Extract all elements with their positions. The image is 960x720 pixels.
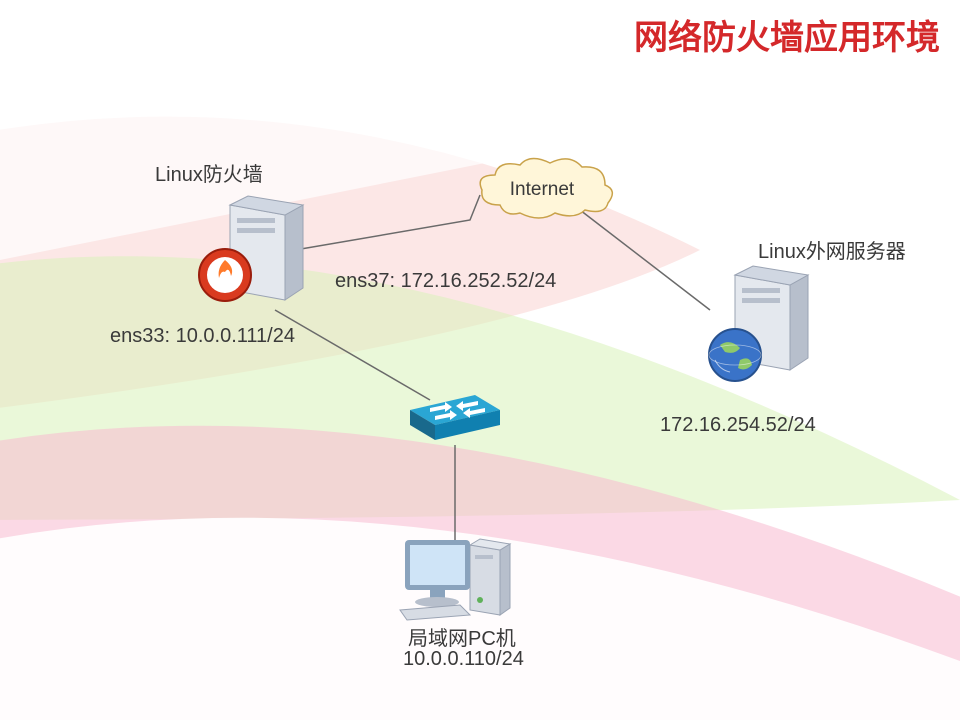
pc-ip-label: 10.0.0.110/24 [403,648,524,671]
ext-server-node [690,260,830,405]
firewall-title-label: Linux防火墙 [155,158,263,187]
pc-icon [395,520,525,630]
page-title: 网络防火墙应用环境 [634,10,940,59]
firewall-node [185,190,315,325]
ext-server-ip-label: 172.16.254.52/24 [660,414,816,437]
ext-server-title-label: Linux外网服务器 [758,235,906,264]
switch-icon [400,380,510,450]
cloud-label: Internet [510,179,575,200]
firewall-if2-label: ens37: 172.16.252.52/24 [335,270,556,293]
cloud-node: Internet [470,155,620,240]
switch-node [400,380,510,455]
pc-title-label: 局域网PC机 [408,622,516,651]
cloud-icon: Internet [470,155,620,235]
server-globe-icon [690,260,830,400]
firewall-if1-label: ens33: 10.0.0.111/24 [110,325,295,348]
server-firewall-icon [185,190,315,320]
pc-node [395,520,525,635]
edge-firewall-cloud [295,195,480,250]
